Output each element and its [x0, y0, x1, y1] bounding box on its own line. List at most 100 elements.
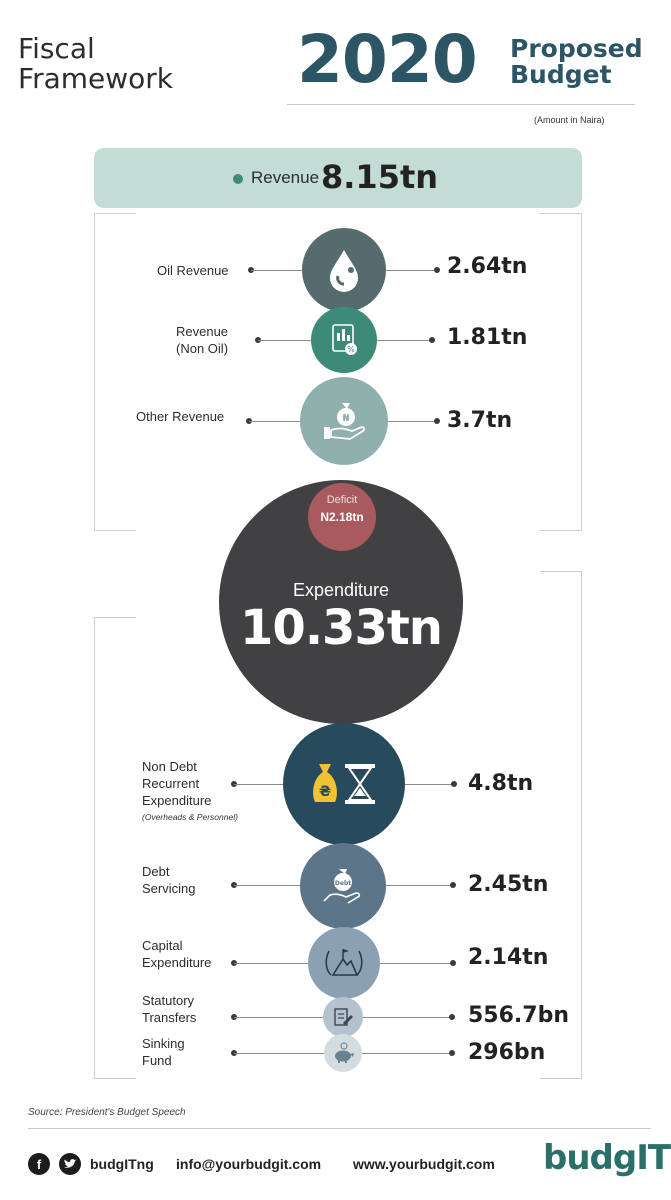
svg-text:₴: ₴: [319, 784, 331, 800]
budget-label: Budget: [510, 60, 612, 89]
connector-line: [249, 421, 301, 422]
money-bag-hourglass-icon: ₴: [313, 764, 375, 804]
capital-expenditure-value: 2.14tn: [468, 945, 549, 970]
website-link[interactable]: www.yourbudgit.com: [353, 1156, 495, 1172]
label-line: Revenue: [176, 324, 229, 339]
oil-revenue-circle: [302, 228, 386, 312]
capital-expenditure-circle: [308, 927, 380, 999]
other-revenue-circle: ₦: [300, 377, 388, 465]
expenditure-frame-left: [94, 617, 136, 1079]
statutory-transfers-circle: [323, 997, 363, 1037]
deficit-value: N2.18tn: [320, 510, 364, 524]
budget-year: 2020: [297, 21, 478, 98]
revenue-frame-right: [540, 213, 582, 531]
non-debt-recurrent-circle: ₴: [283, 723, 405, 845]
non-oil-revenue-label: Revenue (Non Oil): [176, 323, 228, 357]
non-oil-revenue-value: 1.81tn: [447, 325, 528, 350]
label-line: (Non Oil): [176, 341, 229, 356]
revenue-bullet-icon: [233, 174, 243, 184]
svg-text:Debt: Debt: [335, 880, 351, 887]
connector-dot: [449, 1014, 455, 1020]
non-debt-recurrent-value: 4.8tn: [468, 771, 534, 796]
label-line: Recurrent: [142, 776, 200, 791]
expenditure-label: Expenditure: [292, 580, 390, 600]
debt-bag-hand-icon: Debt: [323, 869, 361, 904]
debt-servicing-circle: Debt: [300, 843, 386, 929]
other-revenue-value: 3.7tn: [447, 408, 513, 433]
title-line-1: Fiscal: [18, 32, 95, 65]
piggy-bank-icon: [335, 1042, 354, 1063]
label-line: Expenditure: [142, 793, 212, 808]
label-line: Non Debt: [142, 759, 197, 774]
revenue-frame-left: [94, 213, 136, 531]
source-note: Source: President's Budget Speech: [28, 1107, 186, 1118]
sinking-fund-value: 296bn: [468, 1040, 546, 1065]
other-revenue-label: Other Revenue: [136, 409, 225, 424]
connector-line: [363, 1017, 451, 1018]
svg-text:%: %: [347, 345, 355, 354]
twitter-icon[interactable]: [59, 1153, 81, 1175]
facebook-icon[interactable]: f: [28, 1153, 50, 1175]
svg-text:₦: ₦: [343, 413, 350, 424]
connector-line: [362, 1053, 451, 1054]
label-line: Statutory: [142, 993, 195, 1008]
label-note: (Overheads & Personnel): [142, 812, 238, 822]
connector-dot: [434, 267, 440, 273]
label-line: Fund: [142, 1053, 172, 1068]
debt-servicing-value: 2.45tn: [468, 872, 549, 897]
mountain-flag-icon: [325, 949, 363, 976]
non-debt-recurrent-label: Non Debt Recurrent Expenditure (Overhead…: [142, 758, 238, 826]
connector-line: [258, 340, 312, 341]
label-line: Expenditure: [142, 955, 212, 970]
connector-dot: [434, 418, 440, 424]
footer-divider: [28, 1128, 651, 1129]
non-oil-revenue-circle: %: [311, 307, 377, 373]
label-line: Debt: [142, 864, 170, 879]
oil-revenue-value: 2.64tn: [447, 254, 528, 279]
transfer-document-icon: [334, 1008, 353, 1026]
connector-line: [251, 270, 303, 271]
social-handle[interactable]: budgITng: [90, 1156, 154, 1172]
connector-line: [388, 421, 436, 422]
statutory-transfers-label: Statutory Transfers: [142, 992, 196, 1026]
proposed-label: Proposed: [510, 34, 643, 63]
connector-line: [234, 885, 302, 886]
email-link[interactable]: info@yourbudgit.com: [176, 1156, 322, 1172]
debt-servicing-label: Debt Servicing: [142, 863, 195, 897]
label-line: Servicing: [142, 881, 196, 896]
sinking-fund-label: Sinking Fund: [142, 1035, 185, 1069]
connector-line: [386, 885, 452, 886]
sinking-fund-circle: [324, 1034, 362, 1072]
money-bag-hand-icon: ₦: [324, 403, 365, 440]
fiscal-framework-title: Fiscal Framework: [18, 34, 173, 94]
label-line: Transfers: [142, 1010, 197, 1025]
twitter-bird-icon: [64, 1159, 77, 1168]
connector-line: [380, 963, 452, 964]
connector-dot: [450, 960, 456, 966]
connector-dot: [450, 882, 456, 888]
revenue-total-bar: [94, 148, 582, 208]
connector-line: [377, 340, 431, 341]
budgit-logo: budgIT: [543, 1138, 671, 1178]
currency-note: (Amount in Naira): [534, 115, 605, 125]
deficit-label: Deficit: [326, 494, 358, 506]
proposed-budget-title: Proposed Budget: [510, 36, 643, 88]
connector-line: [386, 270, 436, 271]
connector-dot: [449, 1050, 455, 1056]
connector-line: [234, 963, 309, 964]
connector-dot: [429, 337, 435, 343]
label-line: Capital: [142, 938, 183, 953]
title-line-2: Framework: [18, 62, 173, 95]
capital-expenditure-label: Capital Expenditure: [142, 937, 211, 971]
expenditure-frame-right: [540, 571, 582, 1079]
header-divider: [287, 104, 635, 105]
connector-line: [234, 1053, 325, 1054]
deficit-circle: [308, 483, 376, 551]
oil-revenue-label: Oil Revenue: [157, 263, 229, 278]
connector-line: [234, 784, 284, 785]
connector-dot: [451, 781, 457, 787]
statutory-transfers-value: 556.7bn: [468, 1003, 569, 1028]
revenue-value: 8.15tn: [321, 158, 439, 196]
oil-drop-icon: [330, 250, 358, 292]
revenue-label: Revenue: [251, 168, 320, 187]
